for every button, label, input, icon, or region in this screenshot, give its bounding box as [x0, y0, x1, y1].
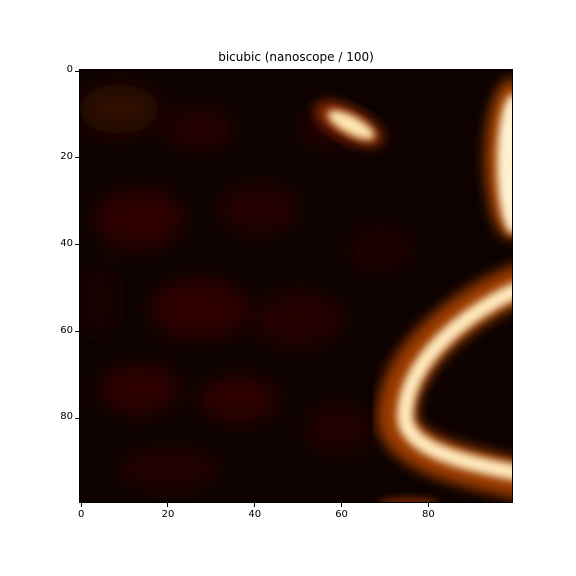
x-tick-mark	[341, 503, 343, 507]
x-tick-label: 60	[335, 509, 348, 520]
x-tick-mark	[167, 503, 169, 507]
y-tick-mark	[75, 331, 79, 333]
texture-blob	[304, 404, 374, 454]
bright-features	[314, 79, 513, 503]
texture-blob	[99, 364, 179, 414]
afm-heightmap-image	[79, 69, 513, 503]
texture-blob	[79, 259, 119, 339]
texture-blob	[149, 279, 249, 339]
texture-blob	[344, 224, 414, 274]
background-texture	[79, 84, 434, 489]
x-tick-label: 0	[77, 509, 85, 520]
y-tick-label: 60	[60, 324, 73, 336]
y-tick-label: 80	[60, 411, 73, 423]
texture-blob	[199, 377, 279, 421]
x-tick-mark	[254, 503, 256, 507]
y-tick-mark	[75, 244, 79, 246]
x-tick-mark	[80, 503, 82, 507]
right-edge-core	[497, 94, 513, 234]
y-tick-mark	[75, 157, 79, 159]
y-tick-label: 40	[60, 237, 73, 249]
image-axes	[79, 69, 513, 503]
bottom-glow	[379, 497, 439, 503]
top-blob-core	[327, 110, 375, 140]
image-background	[79, 69, 513, 503]
y-tick-label: 20	[60, 150, 73, 162]
x-tick-label: 80	[421, 509, 435, 520]
texture-blob	[79, 84, 159, 134]
plot-title: bicubic (nanoscope / 100)	[218, 50, 374, 64]
x-tick-label: 20	[161, 509, 175, 520]
x-tick-mark	[427, 503, 429, 507]
y-tick-mark	[75, 417, 79, 419]
ridge-core	[397, 282, 513, 481]
texture-blob	[94, 189, 184, 249]
texture-blob	[164, 109, 234, 149]
texture-blob	[219, 184, 299, 234]
y-tick-mark	[75, 70, 79, 72]
x-tick-label: 40	[248, 509, 262, 520]
y-tick-label: 0	[66, 64, 73, 76]
texture-blob	[254, 291, 344, 347]
texture-blob	[119, 449, 219, 489]
